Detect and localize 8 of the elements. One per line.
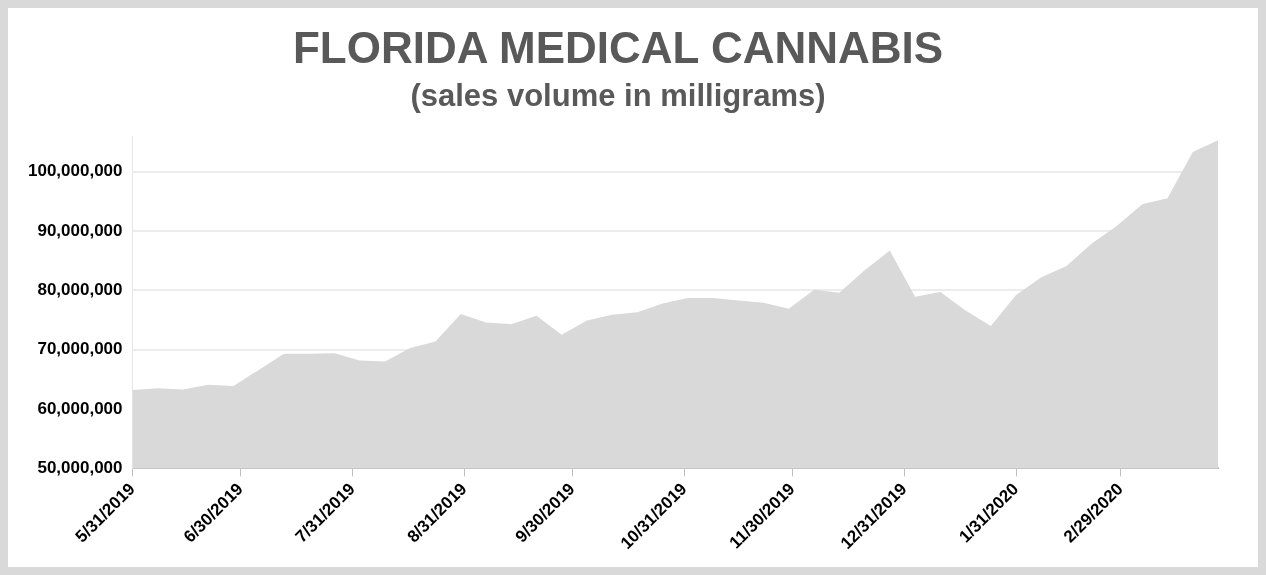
y-tick-label: 50,000,000 [37,458,123,478]
chart-subtitle: (sales volume in milligrams) [410,77,826,113]
y-tick-label: 60,000,000 [37,398,123,418]
y-tick-label: 80,000,000 [37,280,123,300]
y-tick-label: 90,000,000 [37,220,123,240]
y-tick-label: 70,000,000 [37,339,123,359]
chart-title: FLORIDA MEDICAL CANNABIS [292,22,944,72]
y-tick-label: 100,000,000 [27,161,123,181]
